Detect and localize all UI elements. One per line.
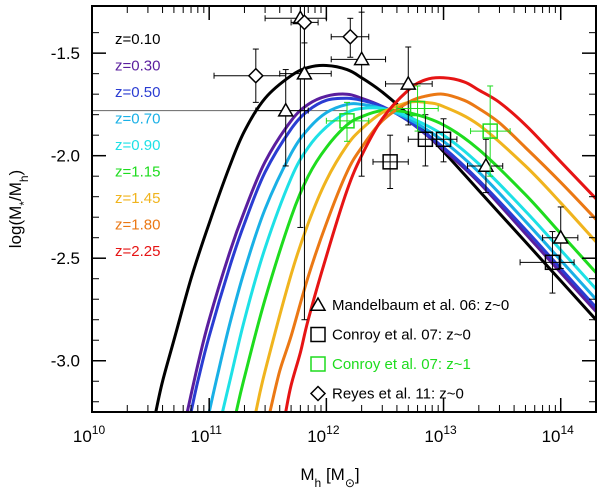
y-label-close: ) <box>6 170 25 176</box>
triangle-marker <box>296 65 313 80</box>
y-tick-label: -2.0 <box>51 147 80 166</box>
observation-point <box>542 206 579 269</box>
legend-label: z=1.80 <box>115 217 160 234</box>
curve-z-0-10 <box>154 63 596 412</box>
plot-frame <box>91 5 597 413</box>
legend-square-icon <box>310 326 326 343</box>
x-label-unit-open: [M <box>321 465 345 484</box>
square-marker <box>382 154 398 170</box>
legend-label: z=2.25 <box>115 243 160 260</box>
legend-label: z=1.45 <box>115 190 160 207</box>
observation-point <box>466 138 504 194</box>
observation-point <box>213 48 287 103</box>
legend-observation-label: Conroy et al. 07: z~0 <box>332 327 471 344</box>
observation-point <box>470 85 511 177</box>
y-label-mid: /M <box>6 182 25 201</box>
legend-triangle-icon <box>309 296 327 311</box>
axis-ticks: 1010 1011 1012 1013 1014 -1.5 -2.0 -2.5 -3.0 <box>51 6 597 446</box>
observation-point <box>255 69 309 167</box>
triangle-marker <box>277 102 295 117</box>
triangle-marker <box>477 157 495 172</box>
legend-observation-label: Reyes et al. 11: z~0 <box>332 386 464 403</box>
square-marker <box>544 254 561 271</box>
x-label-sub: h <box>315 476 322 489</box>
observation-point <box>519 231 575 294</box>
square-marker <box>339 113 355 129</box>
observation-point <box>385 46 433 126</box>
y-tick-label: -2.5 <box>51 249 80 268</box>
series-legend: z=0.10 z=0.30 z=0.50 z=0.70 z=0.90 z=1.15 z=1.… <box>115 31 160 260</box>
x-label-unit-sub: ⊙ <box>345 476 355 489</box>
diamond-marker <box>296 14 313 31</box>
observation-point <box>325 101 370 142</box>
observation-legend: Mandelbaum et al. 06: z~0 Conroy et al. 0… <box>309 296 509 403</box>
legend-square-icon <box>310 356 326 372</box>
y-label-open: log(M <box>6 206 25 249</box>
y-label-sub1: * <box>17 201 31 206</box>
y-tick-label: -3.0 <box>51 352 80 371</box>
triangle-marker <box>399 75 417 90</box>
square-marker <box>482 123 498 139</box>
x-tick-label: 1012 <box>307 423 340 446</box>
legend-label: z=1.15 <box>115 164 160 181</box>
triangle-marker <box>552 229 570 244</box>
x-tick-label: 1014 <box>542 423 575 446</box>
square-marker <box>435 131 452 148</box>
square-marker <box>409 100 426 117</box>
legend-label: z=0.70 <box>115 111 160 128</box>
diamond-marker <box>342 28 359 45</box>
legend-diamond-icon <box>309 385 327 402</box>
y-tick-label: -1.5 <box>51 44 80 63</box>
observation-point <box>330 11 387 177</box>
observation-point <box>330 17 370 58</box>
diamond-marker <box>247 67 264 84</box>
triangle-marker <box>353 50 370 66</box>
legend-label: z=0.50 <box>115 84 160 101</box>
curve-z-0-90 <box>221 106 596 412</box>
curve-z-0-30 <box>185 92 596 412</box>
legend-observation-label: Conroy et al. 07: z~1 <box>332 356 471 373</box>
observation-points-layer <box>213 6 579 321</box>
y-label-sub2: h <box>17 175 31 182</box>
x-label-main: M <box>300 465 314 484</box>
legend-label: z=0.90 <box>115 137 160 154</box>
x-tick-label: 1010 <box>73 423 106 446</box>
legend-label: z=0.30 <box>115 58 160 75</box>
y-axis-label: log(M*/Mh) <box>6 170 31 248</box>
x-label-unit-close: ] <box>355 465 360 484</box>
observation-point <box>431 118 458 163</box>
curve-z-1-45 <box>254 99 596 412</box>
x-tick-label: 1013 <box>424 423 457 446</box>
x-axis-label: Mh [M⊙] <box>300 465 359 489</box>
observation-point <box>372 134 409 189</box>
curve-z-0-50 <box>189 96 596 412</box>
x-tick-label: 1011 <box>190 423 222 446</box>
observation-point <box>396 85 439 132</box>
legend-label: z=0.10 <box>115 31 160 48</box>
legend-observation-label: Mandelbaum et al. 06: z~0 <box>332 297 509 314</box>
observation-point <box>279 21 332 321</box>
observation-point <box>290 6 319 44</box>
